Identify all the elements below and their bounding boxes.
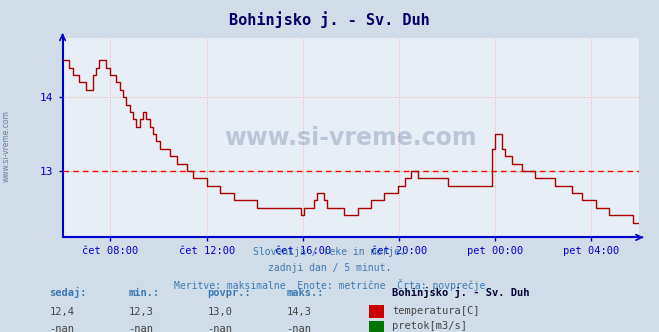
Text: zadnji dan / 5 minut.: zadnji dan / 5 minut. — [268, 263, 391, 273]
Text: www.si-vreme.com: www.si-vreme.com — [2, 110, 11, 182]
Text: -nan: -nan — [208, 324, 233, 332]
Text: temperatura[C]: temperatura[C] — [392, 306, 480, 316]
Text: sedaj:: sedaj: — [49, 287, 87, 298]
Text: Meritve: maksimalne  Enote: metrične  Črta: povprečje: Meritve: maksimalne Enote: metrične Črta… — [174, 279, 485, 290]
Text: 12,3: 12,3 — [129, 307, 154, 317]
Text: povpr.:: povpr.: — [208, 288, 251, 298]
Text: pretok[m3/s]: pretok[m3/s] — [392, 321, 467, 331]
Text: 12,4: 12,4 — [49, 307, 74, 317]
Text: 13,0: 13,0 — [208, 307, 233, 317]
Text: www.si-vreme.com: www.si-vreme.com — [225, 126, 477, 150]
Text: Bohinjsko j. - Sv. Duh: Bohinjsko j. - Sv. Duh — [229, 12, 430, 29]
Text: maks.:: maks.: — [287, 288, 324, 298]
Text: min.:: min.: — [129, 288, 159, 298]
Text: 14,3: 14,3 — [287, 307, 312, 317]
Text: -nan: -nan — [129, 324, 154, 332]
Text: -nan: -nan — [49, 324, 74, 332]
Text: Slovenija / reke in morje.: Slovenija / reke in morje. — [253, 247, 406, 257]
Text: Bohinjsko j. - Sv. Duh: Bohinjsko j. - Sv. Duh — [392, 287, 530, 298]
Text: -nan: -nan — [287, 324, 312, 332]
